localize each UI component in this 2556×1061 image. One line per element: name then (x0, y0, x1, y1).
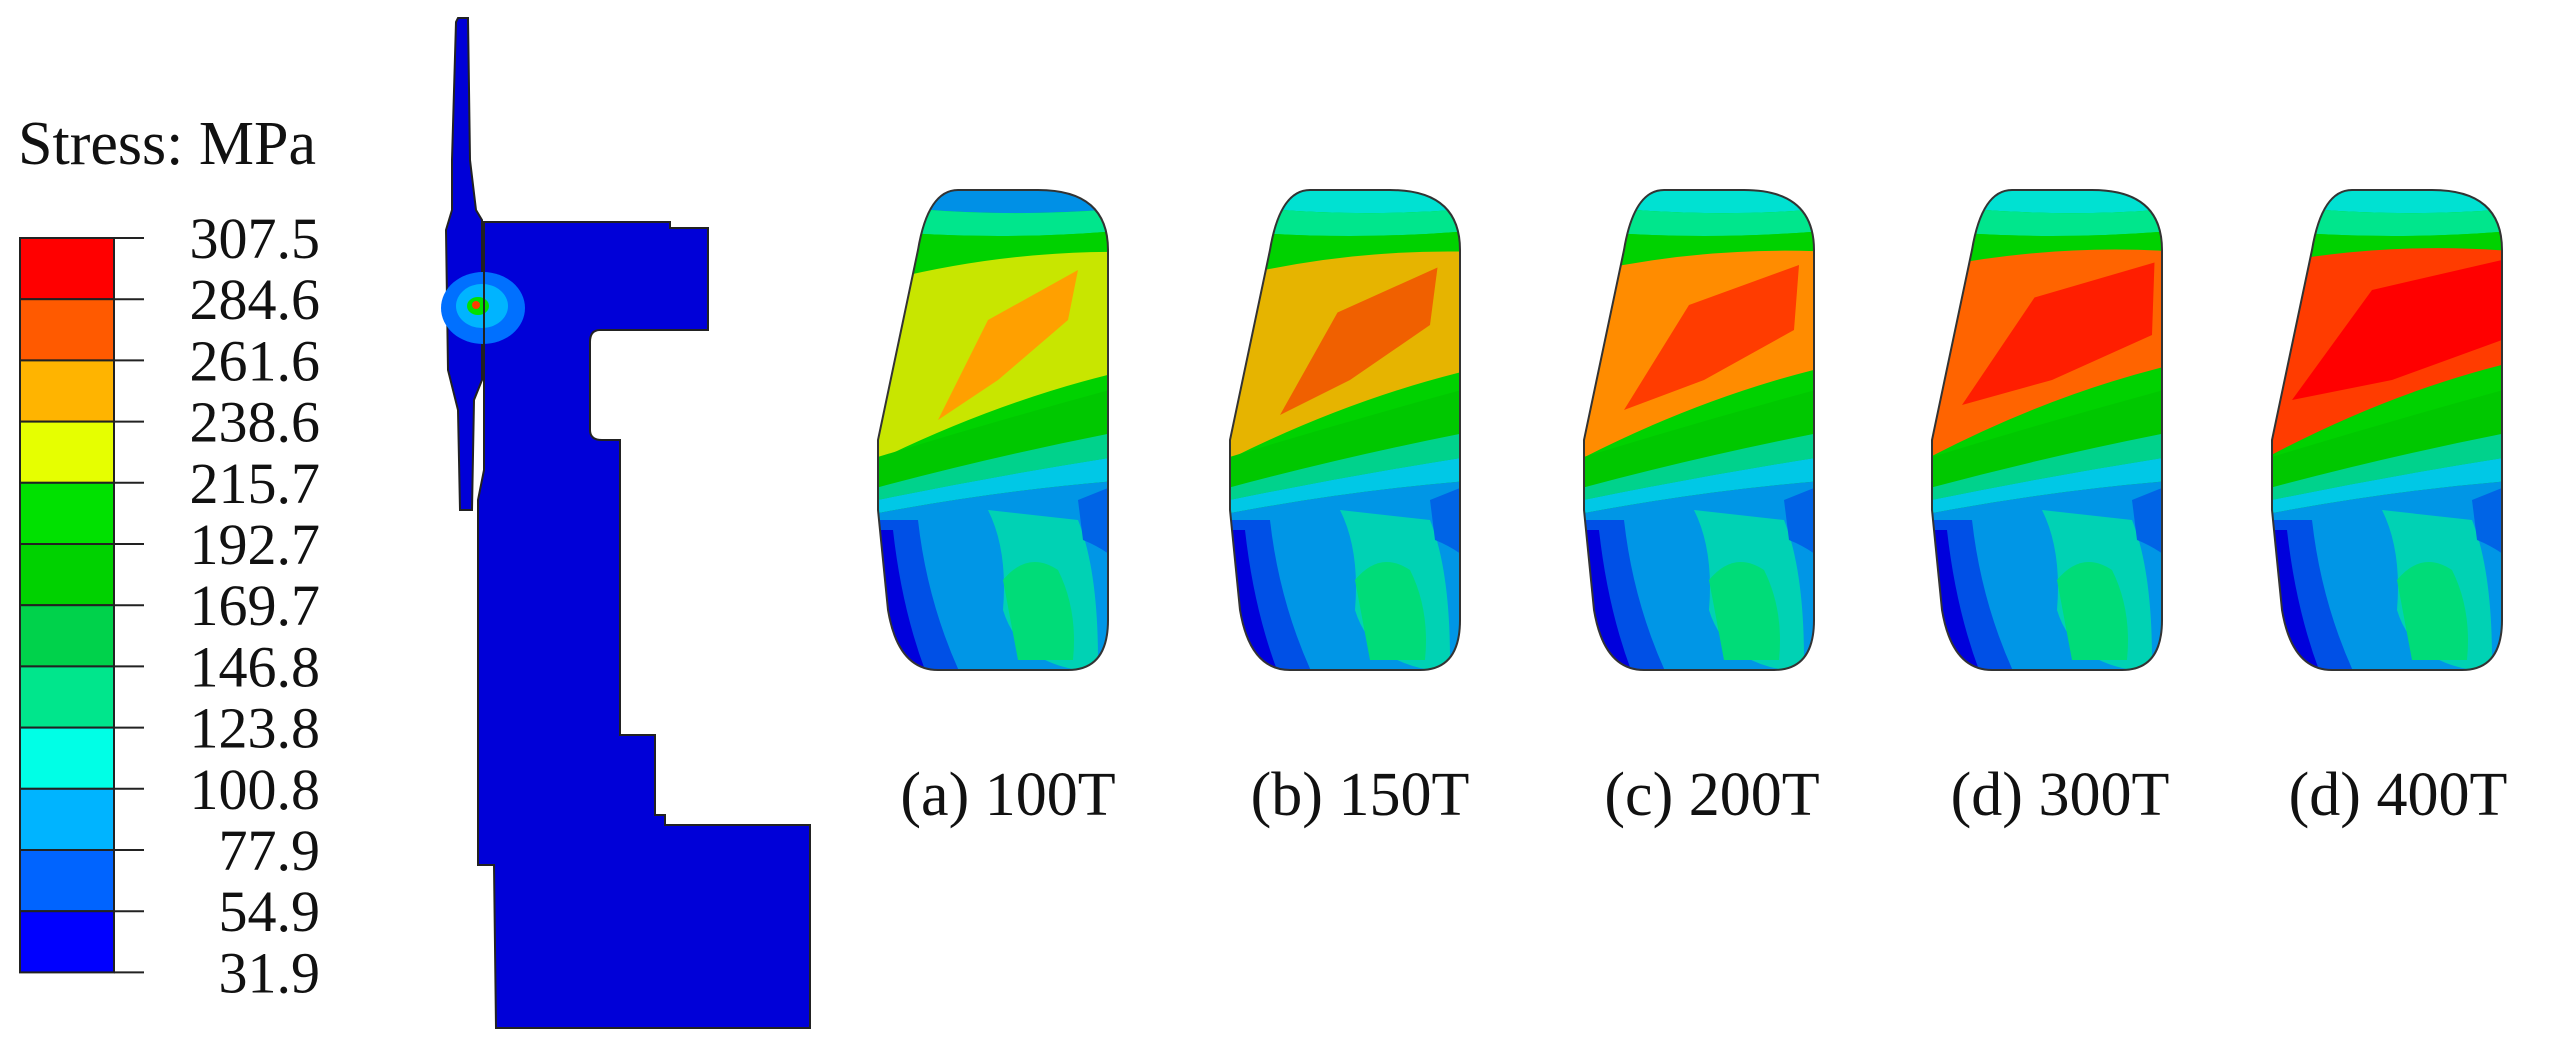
legend-band (19, 849, 115, 913)
model-main-body (477, 221, 811, 1029)
legend-band (19, 359, 115, 423)
contour-panel-outline (1931, 189, 2163, 671)
legend-color-bands (19, 237, 115, 974)
legend-band (19, 787, 115, 851)
legend-band (19, 726, 115, 790)
legend-band (19, 665, 115, 729)
contour-panels (877, 189, 2503, 671)
legend-band (19, 481, 115, 545)
legend-tick-label: 192.7 (190, 512, 321, 577)
legend-tick-label: 77.9 (219, 818, 321, 883)
panel-caption: (d) 300T (1951, 761, 2170, 829)
legend-tick-label: 146.8 (190, 634, 321, 699)
model-contact-hotspot-peak (472, 301, 480, 309)
legend-band (19, 604, 115, 668)
contour-panel (1229, 189, 1461, 671)
legend-band (19, 420, 115, 484)
legend-tick-label: 123.8 (190, 696, 321, 761)
contour-panel-outline (1229, 189, 1461, 671)
legend-band (19, 543, 115, 607)
legend-tick-label: 284.6 (190, 267, 321, 332)
legend-band (19, 237, 115, 301)
legend-tick-label: 261.6 (190, 328, 321, 393)
legend-tick-label: 169.7 (190, 573, 321, 638)
contour-panel (1583, 189, 1815, 671)
panel-caption: (b) 150T (1251, 761, 1470, 829)
panel-caption: (d) 400T (2289, 761, 2508, 829)
legend-tick-label: 238.6 (190, 390, 321, 455)
contour-panel (1931, 189, 2163, 671)
legend-band (19, 298, 115, 362)
model-plate-section (444, 17, 483, 511)
assembly-model-view (441, 17, 811, 1029)
panel-caption: (c) 200T (1604, 761, 1819, 829)
panel-captions: (a) 100T (b) 150T (c) 200T (d) 300T (d) 400T (900, 761, 2507, 829)
legend-tick-marks: 307.5284.6261.6238.6215.7192.7169.7146.8… (114, 206, 320, 1005)
legend-tick-label: 54.9 (219, 879, 321, 944)
legend-tick-label: 307.5 (190, 206, 321, 271)
panel-caption: (a) 100T (900, 761, 1115, 829)
legend-title: Stress: MPa (18, 110, 316, 178)
contour-panel-outline (2271, 189, 2503, 671)
contour-panel (2271, 189, 2503, 671)
stress-legend: Stress: MPa 307.5284.6261.6238.6215.7192… (18, 110, 320, 1005)
contour-panel-outline (1583, 189, 1815, 671)
legend-tick-label: 215.7 (190, 451, 321, 516)
contour-panel (877, 189, 1109, 671)
legend-tick-label: 31.9 (219, 940, 321, 1005)
legend-tick-label: 100.8 (190, 757, 321, 822)
legend-band (19, 910, 115, 974)
contour-panel-outline (877, 189, 1109, 671)
